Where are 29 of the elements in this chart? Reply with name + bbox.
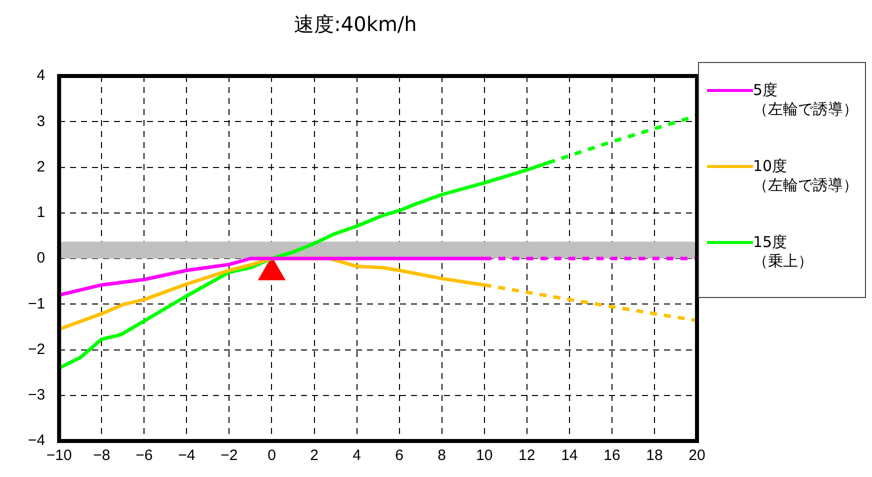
x-tick-label: 20	[688, 447, 706, 464]
x-tick-label: 10	[476, 447, 493, 464]
y-tick-label: 0	[36, 250, 46, 267]
y-tick-label: 2	[36, 158, 46, 176]
y-tick-label: −1	[28, 295, 46, 312]
legend-label: 5度（左輪で誘導）	[753, 81, 858, 119]
x-tick-label: 14	[561, 447, 578, 464]
x-tick-label: −6	[136, 447, 153, 464]
y-tick-label: −4	[28, 432, 46, 450]
x-tick-label: 2	[310, 447, 318, 464]
chart-title: 速度:40km/h	[294, 12, 417, 36]
x-tick-label: 0	[268, 447, 276, 464]
legend-label: 15度（乗上）	[753, 233, 813, 271]
x-tick-label: −8	[93, 447, 110, 464]
x-tick-label: −2	[220, 447, 238, 464]
y-tick-label: −2	[28, 340, 46, 358]
x-tick-label: 4	[352, 447, 361, 464]
x-tick-label: 8	[438, 447, 446, 464]
x-tick-label: 12	[518, 447, 536, 464]
legend-label: 10度（左輪で誘導）	[753, 157, 858, 195]
x-tick-label: 16	[604, 447, 620, 464]
x-tick-label: −4	[178, 447, 196, 464]
x-tick-label: 18	[646, 447, 663, 464]
y-tick-label: 1	[36, 204, 46, 222]
x-tick-label: 6	[395, 447, 404, 464]
y-tick-label: 3	[36, 112, 46, 130]
x-tick-label: −10	[46, 447, 72, 464]
y-tick-label: 4	[36, 67, 46, 84]
y-tick-label: −3	[28, 386, 46, 404]
